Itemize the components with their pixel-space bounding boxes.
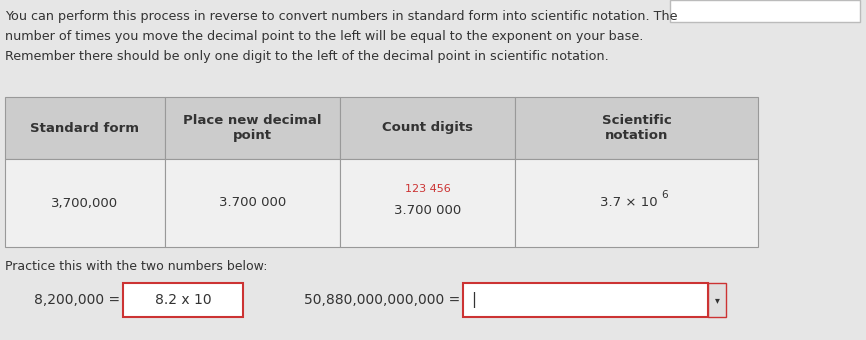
Text: Remember there should be only one digit to the left of the decimal point in scie: Remember there should be only one digit … [5, 50, 609, 63]
FancyBboxPatch shape [515, 97, 758, 159]
Text: 6: 6 [661, 190, 668, 200]
Text: Count digits: Count digits [382, 121, 473, 135]
Text: 3.7 × 10: 3.7 × 10 [599, 197, 657, 209]
Text: |: | [471, 292, 476, 308]
Text: 50,880,000,000,000 =: 50,880,000,000,000 = [304, 293, 460, 307]
FancyBboxPatch shape [463, 283, 708, 317]
Text: Practice this with the two numbers below:: Practice this with the two numbers below… [5, 260, 268, 273]
FancyBboxPatch shape [5, 97, 165, 159]
Text: Standard form: Standard form [30, 121, 139, 135]
FancyBboxPatch shape [165, 97, 340, 159]
Text: 8,200,000 =: 8,200,000 = [34, 293, 120, 307]
FancyBboxPatch shape [515, 159, 758, 247]
FancyBboxPatch shape [708, 283, 726, 317]
Text: You can perform this process in reverse to convert numbers in standard form into: You can perform this process in reverse … [5, 10, 677, 23]
Text: Place new decimal
point: Place new decimal point [184, 114, 322, 142]
FancyBboxPatch shape [670, 0, 860, 22]
Text: 3.700 000: 3.700 000 [219, 197, 286, 209]
FancyBboxPatch shape [340, 159, 515, 247]
Text: Scientific
notation: Scientific notation [602, 114, 671, 142]
FancyBboxPatch shape [340, 97, 515, 159]
Text: 3.700 000: 3.700 000 [394, 204, 461, 218]
Text: ▾: ▾ [714, 295, 720, 305]
Text: 3,700,000: 3,700,000 [51, 197, 119, 209]
Text: 8.2 x 10: 8.2 x 10 [155, 293, 211, 307]
Text: number of times you move the decimal point to the left will be equal to the expo: number of times you move the decimal poi… [5, 30, 643, 43]
FancyBboxPatch shape [123, 283, 243, 317]
FancyBboxPatch shape [5, 159, 165, 247]
Text: 123 456: 123 456 [404, 184, 450, 194]
FancyBboxPatch shape [165, 159, 340, 247]
